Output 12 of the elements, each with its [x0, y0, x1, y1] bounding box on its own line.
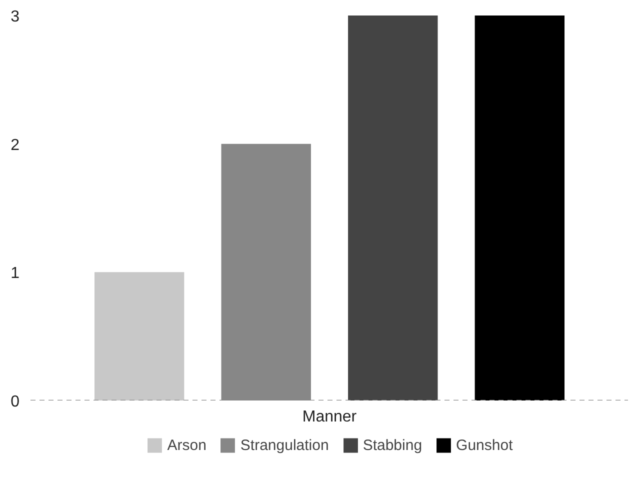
bar: [348, 16, 438, 400]
legend-label: Stabbing: [362, 436, 422, 454]
x-tick-label: Manner: [302, 408, 358, 426]
y-tick-label: 2: [10, 136, 20, 154]
y-tick-label: 3: [10, 8, 20, 26]
legend-label: Arson: [167, 436, 206, 454]
legend-label: Strangulation: [240, 436, 329, 454]
y-tick-label: 0: [10, 394, 20, 410]
y-tick-label: 1: [10, 265, 20, 282]
legend-label: Gunshot: [456, 436, 513, 454]
bar: [94, 272, 184, 400]
bar: [474, 16, 565, 400]
